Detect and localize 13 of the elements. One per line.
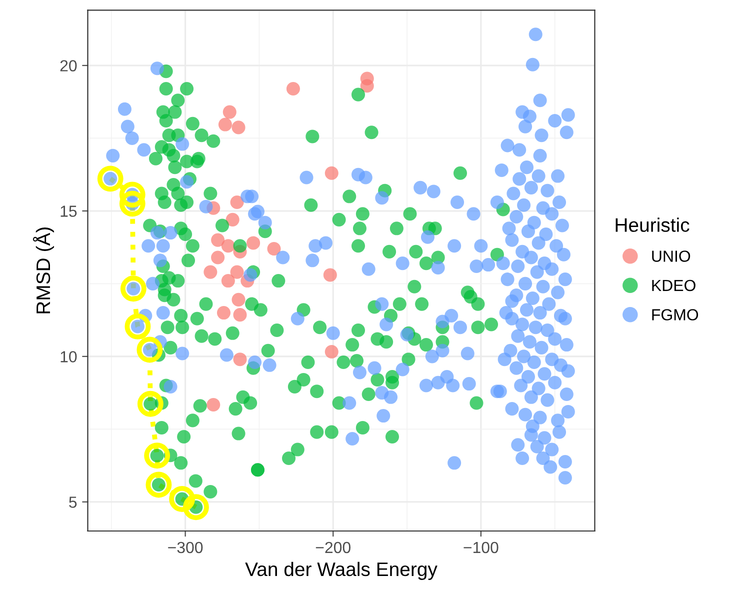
y-tick-label: 20 xyxy=(60,60,77,72)
y-tick-label: 15 xyxy=(60,206,77,217)
legend-label: KDEO xyxy=(652,280,696,292)
legend-label: UNIO xyxy=(652,250,690,262)
legend-label: FGMO xyxy=(652,309,698,320)
x-tick-label: −100 xyxy=(464,542,498,554)
y-axis-title: RMSD (Å) xyxy=(32,228,54,314)
y-tick-label: 10 xyxy=(60,351,77,362)
x-tick-label: −200 xyxy=(316,542,350,554)
legend-title: Heuristic xyxy=(616,218,690,232)
y-tick-label: 5 xyxy=(69,496,77,508)
x-tick-label: −300 xyxy=(168,542,203,554)
x-axis-title: Van der Waals Energy xyxy=(245,562,438,580)
